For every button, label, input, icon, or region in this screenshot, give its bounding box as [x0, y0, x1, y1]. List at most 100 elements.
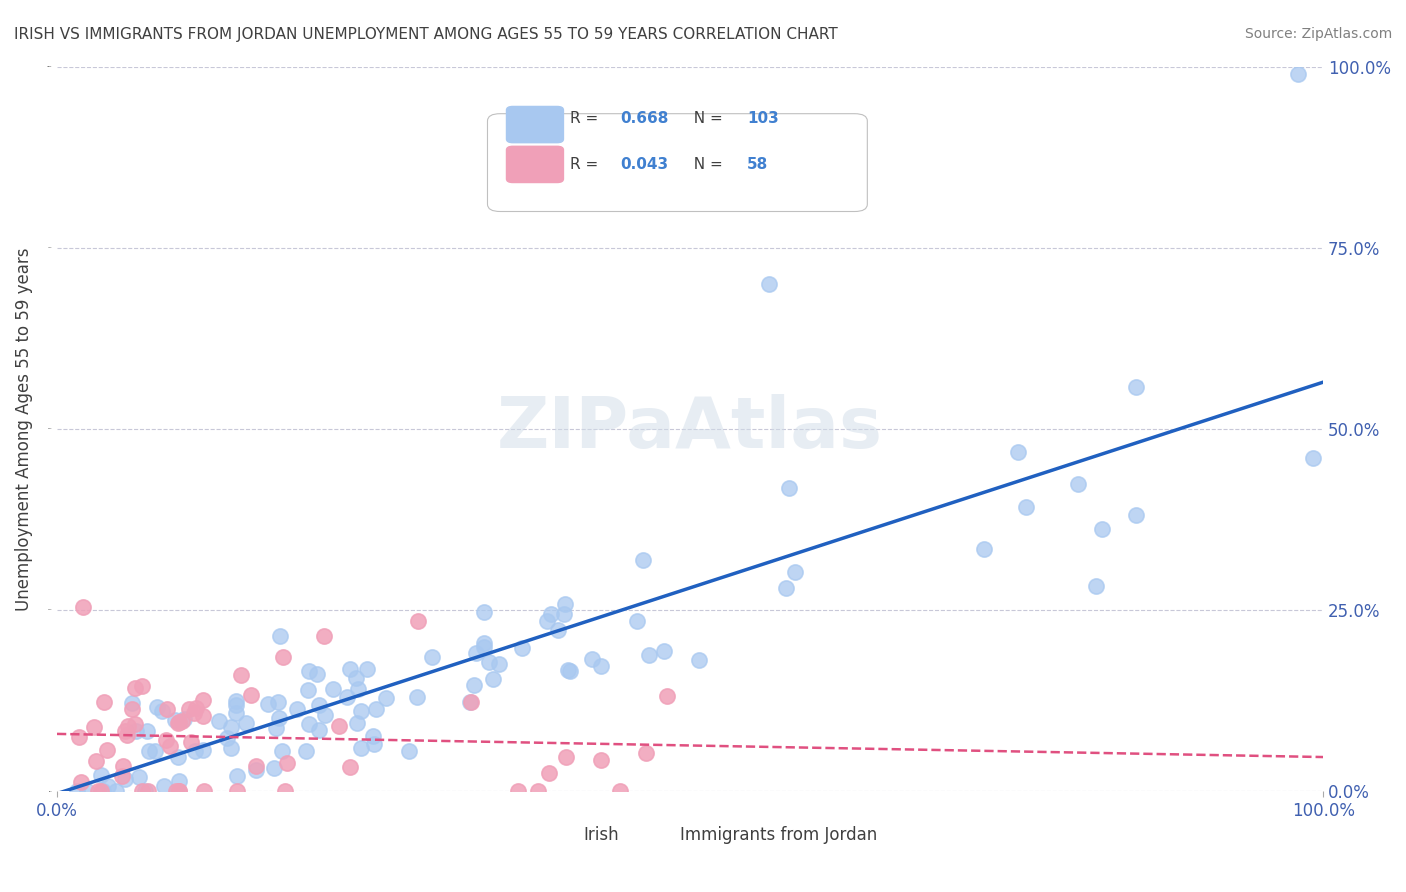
Point [66, 784, 89, 798]
Point [314, 708, 336, 723]
Point [225, 706, 247, 721]
Point [688, 653, 710, 667]
Point [1125, 380, 1147, 394]
Point [180, 735, 202, 749]
Point [193, 693, 215, 707]
Point [527, 784, 550, 798]
Point [90, 768, 112, 782]
FancyBboxPatch shape [693, 822, 733, 847]
Point [245, 758, 267, 772]
Point [631, 553, 654, 567]
Point [266, 695, 288, 709]
Point [138, 744, 160, 758]
Point [167, 716, 190, 731]
Point [775, 582, 797, 596]
FancyBboxPatch shape [506, 106, 564, 143]
Point [271, 649, 294, 664]
Point [257, 697, 280, 711]
Text: 58: 58 [747, 157, 768, 172]
Point [111, 759, 134, 773]
Point [143, 744, 166, 758]
Point [308, 698, 330, 713]
Point [758, 277, 780, 291]
Point [655, 690, 678, 704]
Point [305, 667, 328, 681]
Point [398, 744, 420, 758]
Point [124, 681, 146, 696]
Point [328, 719, 350, 733]
Point [589, 754, 612, 768]
Point [165, 714, 187, 728]
Point [472, 605, 495, 619]
Point [271, 744, 294, 758]
Point [146, 700, 169, 714]
Point [167, 750, 190, 764]
Point [297, 665, 319, 679]
Point [235, 715, 257, 730]
Point [96, 743, 118, 757]
Text: R =: R = [569, 112, 603, 127]
Point [308, 723, 330, 738]
Point [76, 784, 98, 798]
Text: Immigrants from Jordan: Immigrants from Jordan [681, 826, 877, 844]
Point [506, 784, 529, 798]
Point [155, 733, 177, 747]
Point [356, 662, 378, 676]
Point [554, 597, 576, 611]
Point [312, 629, 335, 643]
Point [177, 702, 200, 716]
Point [347, 682, 370, 697]
Point [67, 730, 90, 744]
Text: ZIPaAtlas: ZIPaAtlas [498, 394, 883, 463]
Point [336, 690, 359, 705]
Point [349, 704, 371, 718]
Point [267, 710, 290, 724]
Point [87, 784, 110, 798]
Point [84, 754, 107, 768]
Point [536, 614, 558, 628]
Text: 103: 103 [747, 112, 779, 127]
Point [350, 740, 373, 755]
Point [1091, 522, 1114, 536]
Point [1286, 67, 1309, 81]
Point [150, 704, 173, 718]
Point [167, 784, 190, 798]
Point [264, 721, 287, 735]
Point [135, 723, 157, 738]
Point [193, 784, 215, 798]
Point [225, 694, 247, 708]
Point [156, 702, 179, 716]
Point [1067, 477, 1090, 491]
Point [117, 719, 139, 733]
Point [167, 714, 190, 729]
Point [263, 761, 285, 775]
Point [1125, 508, 1147, 523]
Point [346, 715, 368, 730]
Point [626, 614, 648, 628]
Point [458, 695, 481, 709]
Point [510, 641, 533, 656]
Point [339, 760, 361, 774]
Point [364, 702, 387, 716]
Point [609, 784, 631, 798]
Text: R =: R = [569, 157, 603, 172]
Point [1084, 579, 1107, 593]
FancyBboxPatch shape [488, 113, 868, 211]
FancyBboxPatch shape [541, 822, 579, 847]
Point [115, 727, 138, 741]
Point [581, 652, 603, 666]
Point [1007, 445, 1029, 459]
Point [634, 747, 657, 761]
Point [298, 716, 321, 731]
Point [219, 740, 242, 755]
Point [472, 640, 495, 655]
Point [374, 690, 396, 705]
Point [245, 763, 267, 777]
Point [125, 724, 148, 739]
Point [186, 701, 208, 715]
Point [465, 646, 488, 660]
Text: N =: N = [683, 157, 727, 172]
Point [363, 737, 385, 751]
Point [217, 731, 239, 746]
Point [240, 688, 263, 702]
